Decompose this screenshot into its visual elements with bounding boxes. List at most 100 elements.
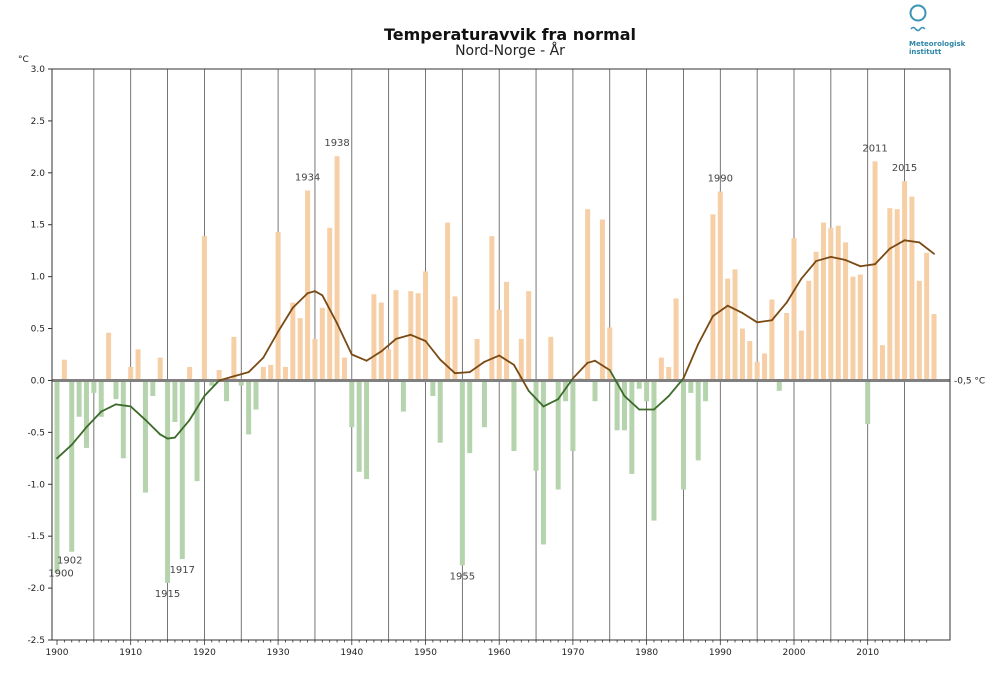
bar-1956 bbox=[467, 380, 473, 454]
bar-1962 bbox=[511, 380, 517, 452]
logo-circle-icon bbox=[909, 4, 927, 22]
bar-1919 bbox=[194, 380, 200, 482]
smooth-segment-1995 bbox=[756, 319, 773, 324]
annotation-1955: 1955 bbox=[450, 571, 475, 582]
bar-1905 bbox=[91, 380, 97, 393]
smooth-segment-1910 bbox=[129, 405, 147, 421]
bar-2018 bbox=[924, 252, 930, 381]
bar-1991 bbox=[725, 278, 731, 381]
bar-1915 bbox=[165, 380, 171, 583]
smooth-segment-1940 bbox=[350, 353, 368, 362]
bar-1927 bbox=[253, 380, 259, 410]
reference-line-label: -0,5 °C bbox=[954, 376, 985, 386]
smooth-segment-1916 bbox=[174, 419, 191, 439]
bar-2007 bbox=[843, 242, 849, 381]
bar-1988 bbox=[703, 380, 709, 402]
bar-1948 bbox=[408, 291, 414, 381]
bar-1907 bbox=[106, 332, 112, 381]
bar-1924 bbox=[231, 336, 237, 381]
smooth-segment-1922 bbox=[218, 375, 235, 382]
annotation-2011: 2011 bbox=[862, 143, 887, 154]
bar-1934 bbox=[305, 190, 311, 381]
met-logo: Meteorologisk institutt bbox=[909, 4, 966, 56]
smooth-segment-1983 bbox=[667, 377, 685, 397]
y-tick-label: 0.0 bbox=[31, 376, 46, 386]
bar-1906 bbox=[98, 380, 104, 417]
x-tick-label: 1960 bbox=[488, 648, 511, 658]
plot-border bbox=[51, 68, 951, 641]
smooth-segment-2005 bbox=[829, 256, 847, 261]
bar-1968 bbox=[555, 380, 561, 490]
bar-1936 bbox=[319, 307, 325, 381]
bar-1973 bbox=[592, 380, 598, 402]
smooth-segment-1954 bbox=[454, 371, 471, 375]
annotation-1915: 1915 bbox=[155, 589, 180, 600]
bar-1935 bbox=[312, 338, 318, 381]
smooth-segment-1930 bbox=[277, 306, 294, 333]
smooth-segment-1997 bbox=[770, 301, 788, 322]
bar-1951 bbox=[430, 380, 436, 397]
y-tick-label: 2.0 bbox=[31, 169, 46, 179]
bar-2006 bbox=[835, 225, 841, 381]
bar-1923 bbox=[224, 380, 230, 402]
bar-2013 bbox=[887, 208, 893, 381]
bar-1925 bbox=[238, 380, 244, 386]
smooth-segment-1948 bbox=[409, 333, 427, 342]
smooth-segment-1960 bbox=[498, 354, 515, 366]
bar-series bbox=[54, 156, 937, 583]
bar-1941 bbox=[356, 380, 362, 472]
smooth-segment-1970 bbox=[572, 361, 589, 380]
bar-1999 bbox=[784, 312, 790, 381]
smooth-segment-2009 bbox=[859, 263, 876, 268]
bar-1961 bbox=[504, 281, 510, 381]
x-tick-label: 1980 bbox=[635, 648, 658, 658]
bar-1977 bbox=[621, 380, 627, 431]
bar-1947 bbox=[400, 380, 406, 412]
x-tick-label: 1910 bbox=[119, 648, 142, 658]
bar-1939 bbox=[341, 357, 347, 381]
bar-1908 bbox=[113, 380, 119, 400]
smooth-segment-1964 bbox=[527, 389, 545, 408]
smooth-segment-1906 bbox=[100, 403, 117, 413]
bar-1912 bbox=[142, 380, 148, 493]
smooth-segment-1987 bbox=[697, 315, 714, 346]
bar-1929 bbox=[268, 364, 274, 381]
smooth-segment-2015 bbox=[903, 239, 921, 244]
smooth-segment-1972 bbox=[586, 359, 596, 364]
smooth-segment-1935 bbox=[314, 290, 324, 297]
bar-1911 bbox=[135, 349, 141, 381]
smooth-segment-1932 bbox=[291, 292, 309, 309]
bar-1952 bbox=[437, 380, 443, 443]
bar-1909 bbox=[120, 380, 126, 459]
bar-1963 bbox=[518, 338, 524, 381]
bar-1931 bbox=[282, 366, 288, 381]
bar-2012 bbox=[879, 345, 885, 381]
bar-1979 bbox=[636, 380, 642, 389]
bar-2009 bbox=[857, 274, 863, 381]
x-tick-label: 1900 bbox=[46, 648, 69, 658]
bar-1954 bbox=[452, 296, 458, 381]
bar-1994 bbox=[747, 341, 753, 381]
bar-1970 bbox=[570, 380, 576, 452]
chart-title: Temperaturavvik fra normal bbox=[384, 25, 636, 44]
smooth-segment-1915 bbox=[166, 436, 176, 440]
bar-1984 bbox=[673, 298, 679, 381]
smooth-segment-1928 bbox=[262, 330, 280, 359]
bar-1922 bbox=[216, 370, 222, 381]
smooth-segment-1962 bbox=[513, 363, 530, 392]
smooth-segment-1942 bbox=[365, 350, 383, 362]
y-tick-label: 3.0 bbox=[31, 65, 46, 75]
bar-1957 bbox=[474, 338, 480, 381]
smooth-segment-2017 bbox=[918, 241, 935, 255]
bar-2014 bbox=[894, 209, 900, 381]
smooth-segment-2013 bbox=[888, 239, 906, 250]
x-tick-label: 1920 bbox=[193, 648, 216, 658]
y-tick-label: -1.0 bbox=[27, 480, 45, 490]
bar-2002 bbox=[806, 280, 812, 381]
y-tick-label: 1.0 bbox=[31, 273, 46, 283]
bar-1978 bbox=[629, 380, 635, 474]
annotation-1902: 1902 bbox=[57, 555, 82, 566]
bar-2019 bbox=[931, 314, 937, 381]
smooth-segment-2003 bbox=[815, 256, 832, 262]
